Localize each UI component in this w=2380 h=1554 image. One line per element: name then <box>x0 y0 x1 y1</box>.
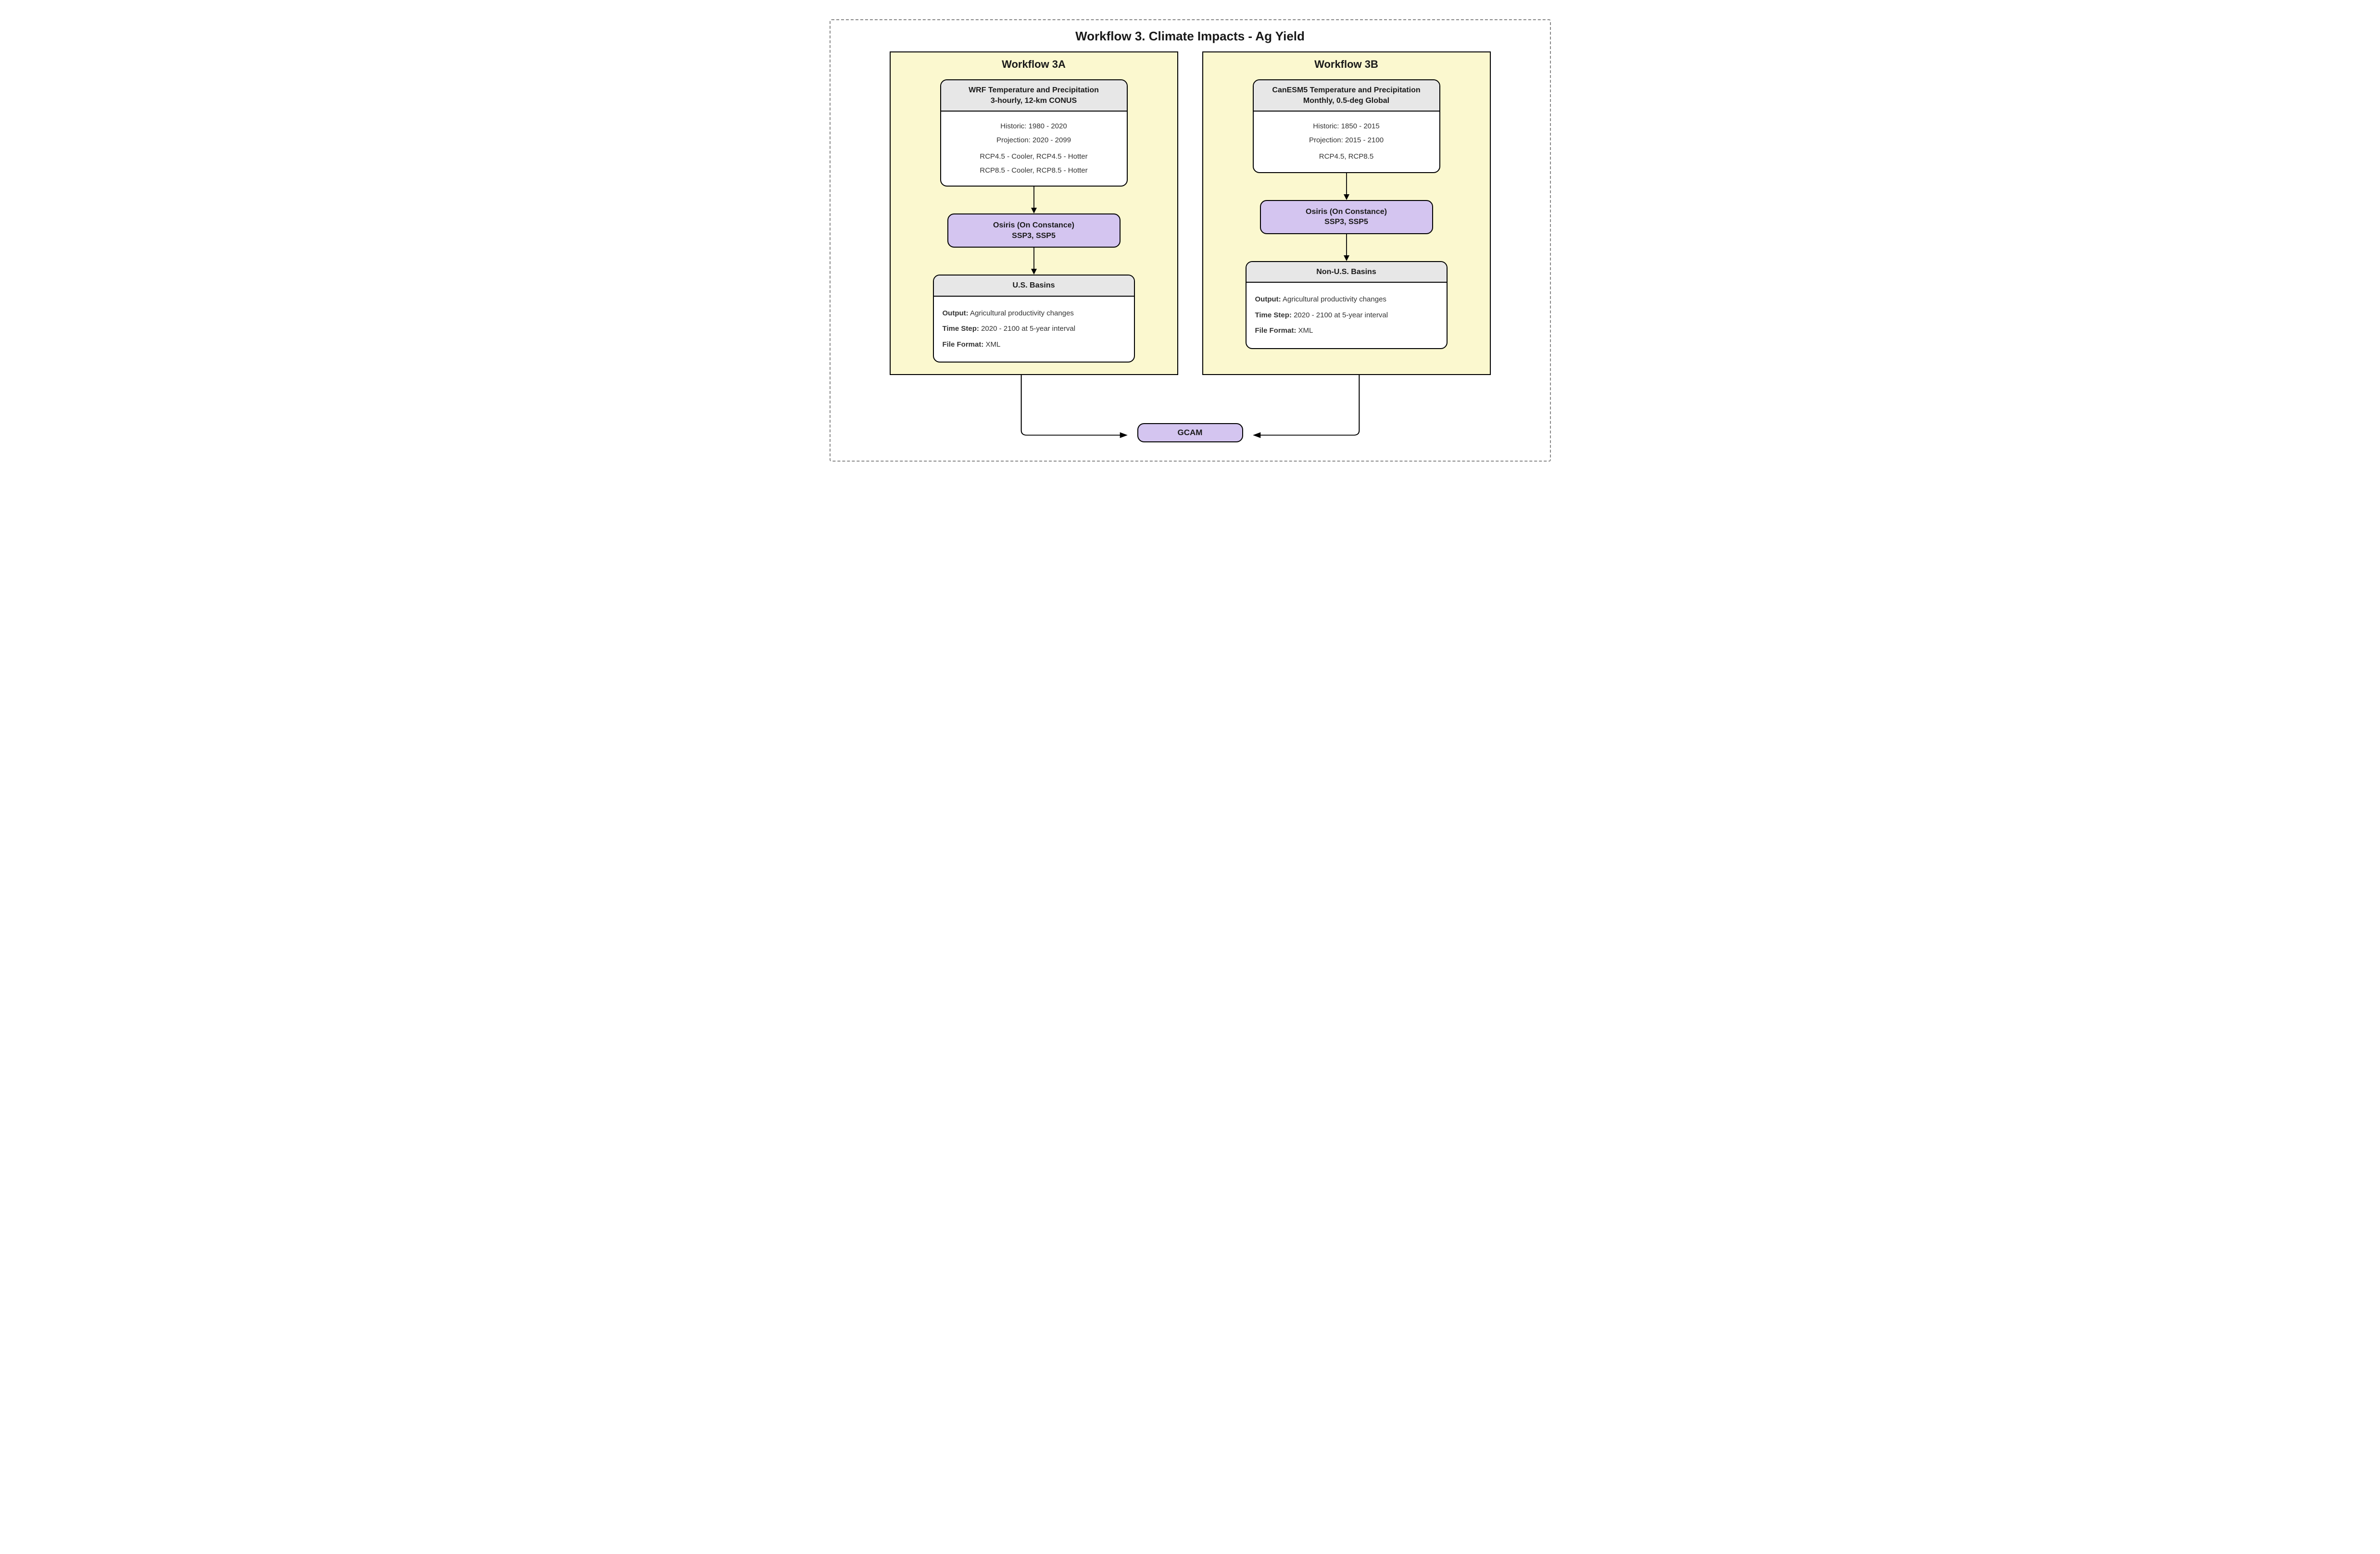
us-basins-node: U.S. Basins Output: Agricultural product… <box>933 275 1135 363</box>
us-basins-body: Output: Agricultural productivity change… <box>934 297 1134 362</box>
wrf-projection: Projection: 2020 - 2099 <box>950 135 1118 146</box>
workflow-3b-panel: Workflow 3B CanESM5 Temperature and Prec… <box>1202 51 1491 375</box>
osiris-3a-line2: SSP3, SSP5 <box>956 231 1112 241</box>
format-label: File Format: <box>943 340 984 349</box>
us-basins-format: File Format: XML <box>943 339 1125 351</box>
wrf-source-body: Historic: 1980 - 2020 Projection: 2020 -… <box>941 112 1127 186</box>
format-value: XML <box>983 340 1000 349</box>
timestep-value: 2020 - 2100 at 5-year interval <box>979 325 1075 333</box>
output-label: Output: <box>943 309 969 317</box>
wrf-source-header: WRF Temperature and Precipitation 3-hour… <box>941 80 1127 112</box>
osiris-3a-line1: Osiris (On Constance) <box>956 220 1112 231</box>
timestep-value: 2020 - 2100 at 5-year interval <box>1292 311 1388 319</box>
columns-row: Workflow 3A WRF Temperature and Precipit… <box>844 51 1536 375</box>
canesm5-header-line1: CanESM5 Temperature and Precipitation <box>1259 85 1434 96</box>
wrf-source-node: WRF Temperature and Precipitation 3-hour… <box>940 79 1128 187</box>
nonus-basins-output: Output: Agricultural productivity change… <box>1255 294 1438 305</box>
wrf-scenario-1: RCP4.5 - Cooler, RCP4.5 - Hotter <box>950 151 1118 163</box>
canesm5-historic: Historic: 1850 - 2015 <box>1262 121 1431 132</box>
nonus-basins-node: Non-U.S. Basins Output: Agricultural pro… <box>1246 261 1448 349</box>
gcam-row: GCAM <box>844 375 1536 447</box>
canesm5-header-line2: Monthly, 0.5-deg Global <box>1259 96 1434 106</box>
wrf-historic: Historic: 1980 - 2020 <box>950 121 1118 132</box>
arrow-down-icon <box>1029 187 1039 213</box>
us-basins-header: U.S. Basins <box>934 276 1134 297</box>
diagram-container: Workflow 3. Climate Impacts - Ag Yield W… <box>830 19 1551 462</box>
canesm5-scenario-1: RCP4.5, RCP8.5 <box>1262 151 1431 163</box>
osiris-3b-node: Osiris (On Constance) SSP3, SSP5 <box>1260 200 1433 234</box>
canesm5-projection: Projection: 2015 - 2100 <box>1262 135 1431 146</box>
canesm5-source-header: CanESM5 Temperature and Precipitation Mo… <box>1254 80 1439 112</box>
nonus-basins-timestep: Time Step: 2020 - 2100 at 5-year interva… <box>1255 310 1438 321</box>
canesm5-source-node: CanESM5 Temperature and Precipitation Mo… <box>1253 79 1440 173</box>
wrf-header-line1: WRF Temperature and Precipitation <box>947 85 1121 96</box>
osiris-3a-node: Osiris (On Constance) SSP3, SSP5 <box>947 213 1121 248</box>
nonus-basins-format: File Format: XML <box>1255 326 1438 337</box>
arrow-down-icon <box>1342 173 1351 200</box>
timestep-label: Time Step: <box>1255 311 1292 319</box>
nonus-basins-body: Output: Agricultural productivity change… <box>1247 283 1447 348</box>
output-label: Output: <box>1255 295 1281 303</box>
us-basins-output: Output: Agricultural productivity change… <box>943 308 1125 319</box>
timestep-label: Time Step: <box>943 325 979 333</box>
diagram-title: Workflow 3. Climate Impacts - Ag Yield <box>844 29 1536 44</box>
wrf-header-line2: 3-hourly, 12-km CONUS <box>947 96 1121 106</box>
gcam-node: GCAM <box>1137 423 1243 442</box>
workflow-3a-title: Workflow 3A <box>900 58 1168 71</box>
output-value: Agricultural productivity changes <box>969 309 1074 317</box>
osiris-3b-line2: SSP3, SSP5 <box>1269 217 1424 227</box>
wrf-scenario-2: RCP8.5 - Cooler, RCP8.5 - Hotter <box>950 165 1118 176</box>
nonus-basins-header: Non-U.S. Basins <box>1247 262 1447 283</box>
osiris-3b-line1: Osiris (On Constance) <box>1269 207 1424 217</box>
arrow-down-icon <box>1342 234 1351 261</box>
canesm5-source-body: Historic: 1850 - 2015 Projection: 2015 -… <box>1254 112 1439 172</box>
us-basins-timestep: Time Step: 2020 - 2100 at 5-year interva… <box>943 324 1125 335</box>
format-label: File Format: <box>1255 326 1297 335</box>
output-value: Agricultural productivity changes <box>1281 295 1386 303</box>
workflow-3a-panel: Workflow 3A WRF Temperature and Precipit… <box>890 51 1178 375</box>
workflow-3b-title: Workflow 3B <box>1213 58 1480 71</box>
format-value: XML <box>1296 326 1313 335</box>
arrow-down-icon <box>1029 248 1039 275</box>
